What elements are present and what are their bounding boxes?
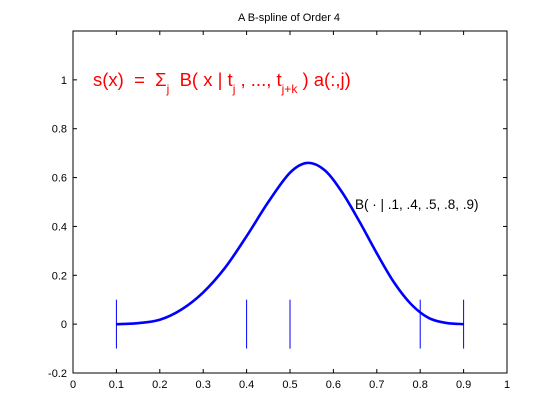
series-group [116, 161, 464, 326]
x-tick-label: 0.5 [282, 379, 297, 391]
y-tick-label: 0.2 [52, 270, 67, 282]
y-tick-label: 0 [61, 319, 67, 331]
x-tick-label: 0.2 [152, 379, 167, 391]
y-tick-label: 0.6 [52, 173, 67, 185]
x-tick-label: 1 [504, 379, 510, 391]
formula-b-open: B( x | t [169, 69, 232, 90]
formula-sub-j: j [166, 82, 170, 96]
y-tick-label: -0.2 [48, 368, 67, 380]
formula-ellipsis: , ..., t [235, 69, 281, 90]
formula-lhs: s(x) = Σ [93, 69, 167, 90]
curve-label: B( · | .1, .4, .5, .8, .9) [355, 197, 479, 212]
x-tick-label: 0.8 [413, 379, 428, 391]
formula-annotation: s(x) = Σj B( x | tj , ..., tj+k ) a(:,j) [93, 69, 351, 96]
x-tick-label: 0.7 [369, 379, 384, 391]
chart-title: A B-spline of Order 4 [238, 12, 340, 24]
knot-markers [115, 299, 465, 349]
y-tick-label: 0.8 [52, 124, 67, 136]
x-tick-label: 0.1 [109, 379, 124, 391]
formula-sub-tj: j [232, 82, 236, 96]
formula-sub-tjk: j+k [281, 82, 299, 96]
x-axis: 0 0.1 0.2 0.3 0.4 0.5 0.6 0.7 0.8 0.9 1 [70, 31, 510, 391]
bspline-curve [116, 161, 464, 326]
y-axis: -0.2 0 0.2 0.4 0.6 0.8 1 [48, 75, 507, 380]
y-tick-label: 1 [61, 75, 67, 87]
x-tick-label: 0 [70, 379, 76, 391]
formula-rhs: ) a(:,j) [297, 69, 350, 90]
x-tick-label: 0.3 [196, 379, 211, 391]
x-tick-label: 0.9 [456, 379, 471, 391]
x-tick-label: 0.6 [326, 379, 341, 391]
y-tick-label: 0.4 [52, 221, 67, 233]
x-tick-label: 0.4 [239, 379, 254, 391]
